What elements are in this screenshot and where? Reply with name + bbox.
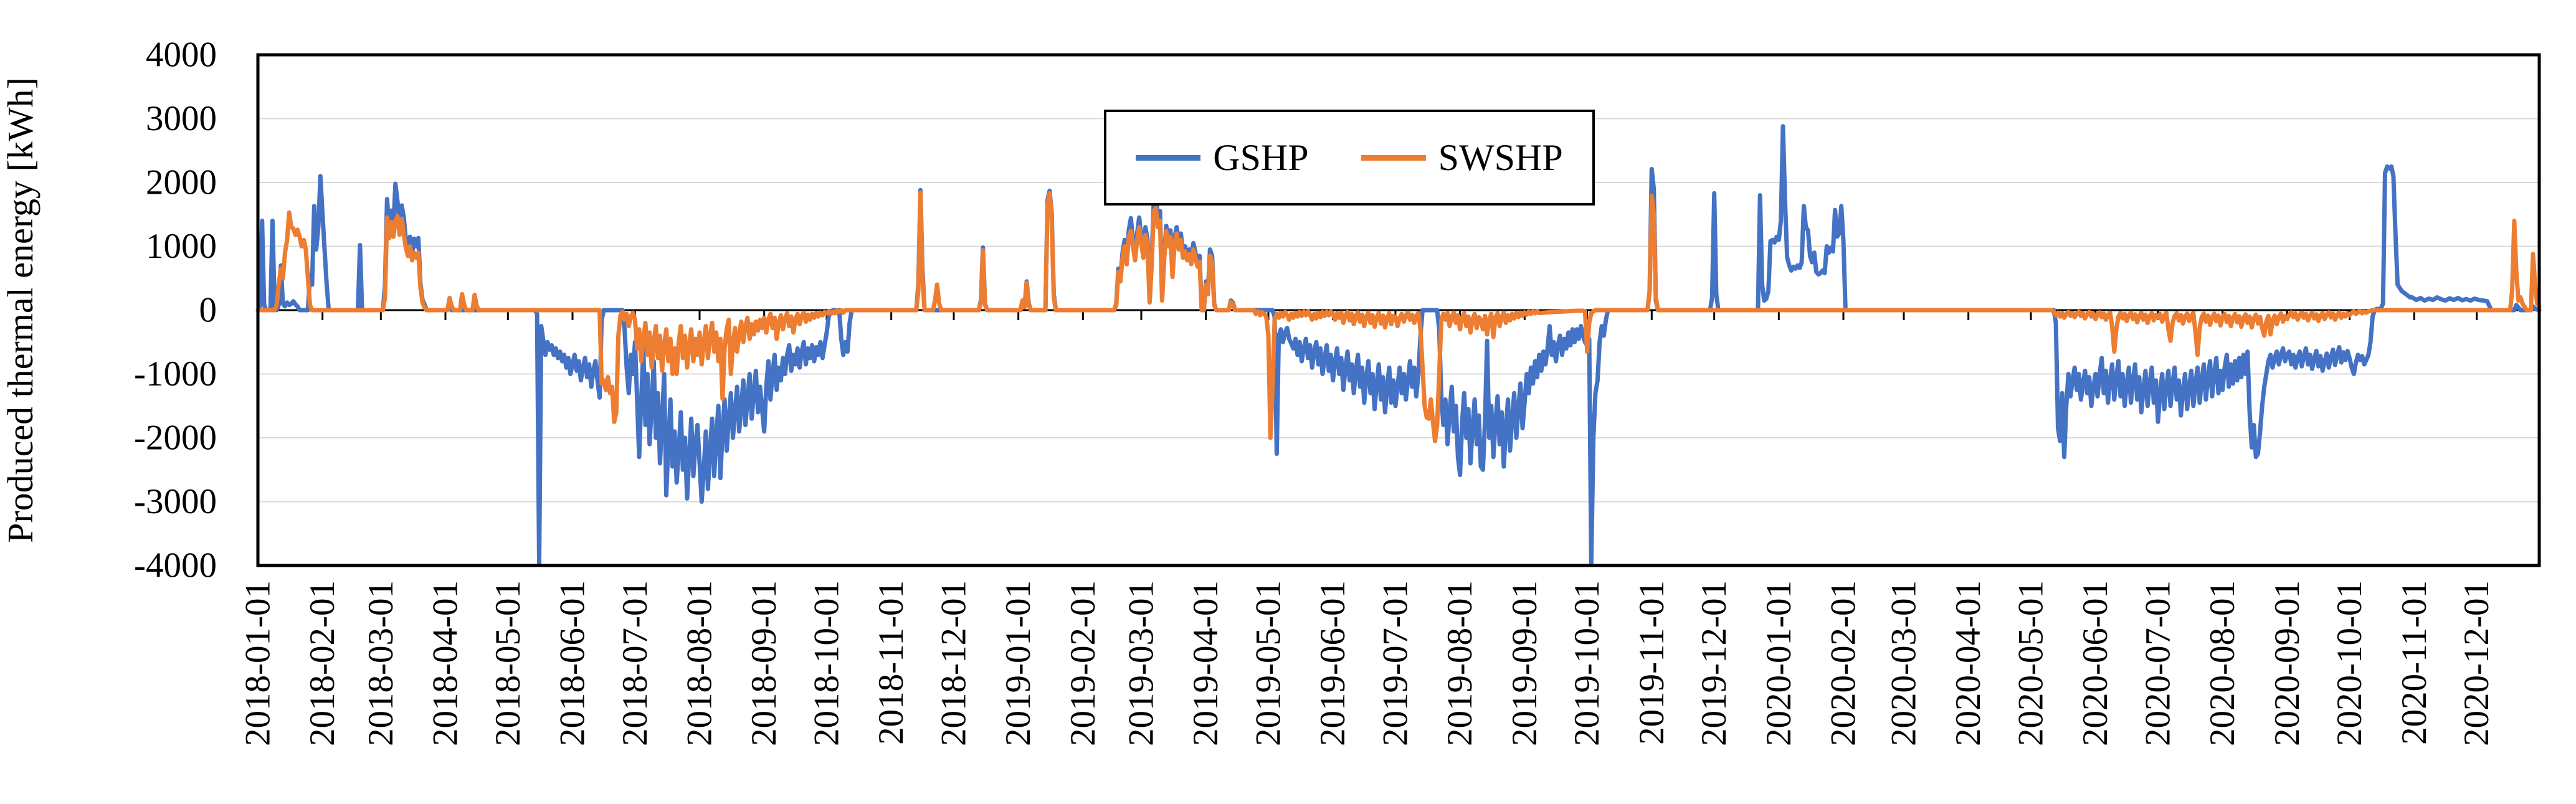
y-axis-tick-label: -4000 (134, 546, 217, 585)
y-axis-tick-label: 1000 (146, 227, 217, 266)
x-axis-tick-label: 2018-10-01 (807, 580, 846, 746)
x-axis-tick-label: 2019-01-01 (999, 580, 1038, 746)
x-axis-tick-label: 2020-11-01 (2395, 580, 2434, 745)
x-axis-tick-label: 2018-11-01 (872, 580, 911, 745)
x-axis-tick-label: 2019-05-01 (1248, 580, 1288, 746)
x-axis-tick-label: 2019-11-01 (1632, 580, 1671, 745)
x-axis-tick-label: 2020-10-01 (2330, 580, 2369, 746)
x-axis-tick-label: 2020-03-01 (1884, 580, 1923, 746)
gshp-line-swatch (1136, 154, 1201, 161)
y-axis-tick-label: -3000 (134, 482, 217, 521)
x-axis-tick-label: 2018-08-01 (680, 580, 719, 746)
x-axis-tick-label: 2020-04-01 (1949, 580, 1988, 746)
x-axis-tick-label: 2019-04-01 (1186, 580, 1225, 746)
x-axis-tick-label: 2018-09-01 (744, 580, 784, 746)
x-axis-tick-label: 2020-09-01 (2268, 580, 2307, 746)
x-axis-tick-label: 2019-12-01 (1694, 580, 1734, 746)
x-axis-tick-label: 2020-02-01 (1824, 580, 1863, 746)
x-axis-tick-label: 2018-12-01 (934, 580, 973, 746)
x-axis-tick-label: 2018-04-01 (425, 580, 465, 746)
y-axis-tick-label: 0 (199, 291, 217, 330)
y-axis-tick-label: 4000 (146, 35, 217, 75)
x-axis-tick-label: 2018-05-01 (488, 580, 528, 746)
swshp-legend-label: SWSHP (1438, 137, 1563, 178)
x-axis-tick-label: 2020-01-01 (1759, 580, 1799, 746)
x-axis-tick-label: 2019-06-01 (1313, 580, 1352, 746)
x-axis-tick-label: 2018-03-01 (361, 580, 401, 746)
plot-border (256, 53, 2541, 567)
x-axis-tick-label: 2020-12-01 (2457, 580, 2496, 746)
legend-item-gshp: GSHP (1136, 137, 1309, 178)
x-axis-tick-label: 2018-06-01 (553, 580, 592, 746)
y-axis-tick-label: 3000 (146, 99, 217, 138)
series-line-gshp (255, 124, 2542, 567)
x-axis-tick-label: 2020-07-01 (2138, 580, 2177, 746)
x-axis-tick-label: 2018-01-01 (239, 580, 278, 746)
y-axis-tick-label: -2000 (134, 419, 217, 458)
x-axis-tick-label: 2019-10-01 (1567, 580, 1607, 746)
x-axis-tick-label: 2019-07-01 (1376, 580, 1415, 746)
x-axis-tick-label: 2020-05-01 (2011, 580, 2050, 746)
chart-legend: GSHP SWSHP (1104, 110, 1595, 206)
swshp-line-swatch (1361, 154, 1426, 161)
legend-item-swshp: SWSHP (1361, 139, 1563, 176)
x-axis-tick-label: 2020-06-01 (2076, 580, 2115, 746)
x-axis-tick-label: 2020-08-01 (2203, 580, 2242, 746)
x-axis-tick-label: 2019-09-01 (1505, 580, 1544, 746)
x-axis-tick-label: 2018-02-01 (303, 580, 342, 746)
x-axis-tick-label: 2018-07-01 (615, 580, 655, 746)
series-line-swshp (255, 190, 2542, 443)
x-axis-tick-label: 2019-03-01 (1121, 580, 1161, 746)
x-axis-tick-label: 2019-08-01 (1440, 580, 1480, 746)
y-axis-tick-label: 2000 (146, 163, 217, 202)
y-axis-title: Produced thermal energy [kWh] (0, 77, 40, 543)
x-axis-tick-label: 2019-02-01 (1063, 580, 1103, 746)
y-axis-tick-label: -1000 (134, 354, 217, 394)
gshp-legend-label: GSHP (1213, 137, 1309, 178)
